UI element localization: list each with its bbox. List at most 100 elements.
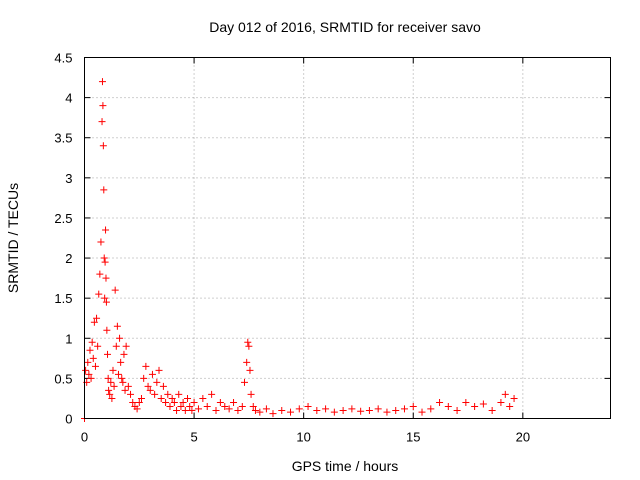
data-point xyxy=(249,402,257,410)
data-point xyxy=(168,394,176,402)
data-point xyxy=(208,390,216,398)
data-point xyxy=(348,405,356,413)
data-point xyxy=(116,334,124,342)
data-point xyxy=(175,390,183,398)
data-point xyxy=(87,374,95,382)
data-point xyxy=(121,386,129,394)
data-point xyxy=(471,402,479,410)
data-point xyxy=(462,398,470,406)
data-point xyxy=(287,408,295,416)
data-point xyxy=(177,402,185,410)
y-tick-label: 4.5 xyxy=(54,51,72,66)
data-point xyxy=(102,226,110,234)
data-point xyxy=(501,390,509,398)
data-point xyxy=(89,354,97,362)
data-point xyxy=(120,350,128,358)
data-point xyxy=(109,366,117,374)
data-point xyxy=(98,118,106,126)
data-point xyxy=(365,406,373,414)
data-point xyxy=(100,186,108,194)
data-point xyxy=(170,398,178,406)
data-point xyxy=(106,390,114,398)
data-point xyxy=(159,382,167,390)
data-point xyxy=(102,274,110,282)
data-point xyxy=(102,298,110,306)
y-tick-label: 1 xyxy=(65,331,72,346)
data-point xyxy=(357,407,365,415)
data-point xyxy=(105,386,113,394)
axis-ticks xyxy=(84,57,611,419)
chart-title: Day 012 of 2016, SRMTID for receiver sav… xyxy=(209,19,481,35)
data-point xyxy=(88,338,96,346)
data-point xyxy=(148,370,156,378)
data-point xyxy=(418,408,426,416)
y-tick-label: 2.5 xyxy=(54,211,72,226)
data-point xyxy=(111,286,119,294)
data-point xyxy=(497,398,505,406)
data-point xyxy=(436,398,444,406)
data-point xyxy=(110,382,118,390)
data-point xyxy=(140,374,148,382)
data-point xyxy=(330,408,338,416)
data-point xyxy=(234,406,242,414)
data-point xyxy=(124,382,132,390)
data-point xyxy=(114,370,122,378)
data-point xyxy=(99,142,107,150)
data-point xyxy=(269,410,277,418)
data-point xyxy=(98,78,106,86)
data-point xyxy=(137,394,145,402)
data-point xyxy=(101,258,109,266)
data-point xyxy=(151,390,159,398)
data-point xyxy=(247,390,255,398)
data-point xyxy=(97,238,105,246)
data-point xyxy=(99,102,107,110)
plot-frame xyxy=(84,57,611,419)
data-point xyxy=(127,390,135,398)
data-point xyxy=(108,394,116,402)
data-point xyxy=(142,362,150,370)
y-tick-label: 3.5 xyxy=(54,131,72,146)
data-point xyxy=(96,270,104,278)
data-point xyxy=(453,406,461,414)
data-point xyxy=(118,374,126,382)
data-point xyxy=(216,398,224,406)
data-point xyxy=(256,408,264,416)
data-point xyxy=(190,398,198,406)
tick-labels: 0 5 10 15 20 0 0.5 1 1.5 2 2.5 3 3.5 4 4.5 xyxy=(54,51,530,445)
data-point xyxy=(262,405,270,413)
data-point xyxy=(129,398,137,406)
data-point xyxy=(212,406,220,414)
data-point xyxy=(221,402,229,410)
data-point xyxy=(383,408,391,416)
data-point xyxy=(194,405,202,413)
y-tick-label: 0 xyxy=(65,412,72,427)
data-point xyxy=(82,366,90,374)
data-point xyxy=(444,402,452,410)
x-tick-label: 15 xyxy=(406,430,420,445)
data-point xyxy=(101,294,109,302)
data-point xyxy=(90,318,98,326)
data-point xyxy=(153,378,161,386)
data-point xyxy=(188,406,196,414)
data-point xyxy=(479,400,487,408)
data-point xyxy=(510,394,518,402)
x-axis-label: GPS time / hours xyxy=(292,458,399,474)
data-point xyxy=(93,314,101,322)
y-tick-label: 1.5 xyxy=(54,291,72,306)
data-point xyxy=(100,254,108,262)
data-point xyxy=(144,382,152,390)
data-point xyxy=(85,370,93,378)
data-point xyxy=(104,374,112,382)
y-tick-label: 2 xyxy=(65,251,72,266)
data-point xyxy=(409,402,417,410)
data-point xyxy=(240,378,248,386)
data-point xyxy=(244,338,252,346)
x-tick-label: 10 xyxy=(296,430,310,445)
data-point xyxy=(322,405,330,413)
grid xyxy=(84,57,611,419)
x-tick-label: 5 xyxy=(190,430,197,445)
data-point xyxy=(313,406,321,414)
data-point xyxy=(157,394,165,402)
data-point xyxy=(155,366,163,374)
